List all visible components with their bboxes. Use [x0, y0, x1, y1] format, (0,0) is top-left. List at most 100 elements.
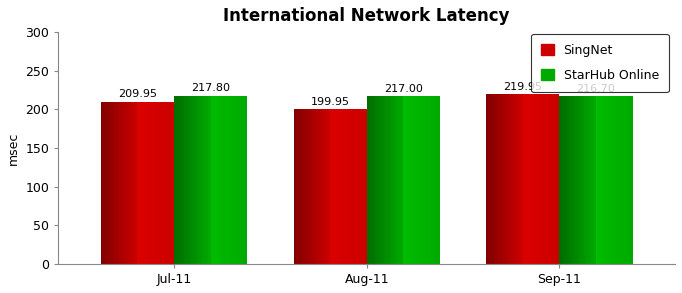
Bar	[432, 96, 435, 264]
Bar	[123, 102, 125, 264]
Bar	[401, 96, 403, 264]
Bar	[191, 96, 194, 264]
Bar	[574, 96, 576, 264]
Bar	[211, 96, 213, 264]
Bar	[394, 96, 396, 264]
Bar	[533, 94, 535, 264]
Bar	[491, 94, 494, 264]
Bar	[130, 102, 132, 264]
Bar	[147, 102, 149, 264]
Bar	[569, 96, 572, 264]
Bar	[435, 96, 438, 264]
Bar	[198, 96, 201, 264]
Bar	[420, 96, 423, 264]
Bar	[537, 94, 540, 264]
Bar	[542, 94, 545, 264]
Bar	[501, 94, 503, 264]
Bar	[313, 109, 316, 264]
Bar	[325, 109, 327, 264]
Bar	[174, 96, 177, 264]
Bar	[374, 96, 376, 264]
Bar	[608, 96, 610, 264]
Bar	[523, 94, 525, 264]
Bar	[128, 102, 130, 264]
Bar	[530, 94, 533, 264]
Bar	[106, 102, 108, 264]
Bar	[145, 102, 147, 264]
Bar	[545, 94, 547, 264]
Text: 217.00: 217.00	[384, 84, 423, 94]
Bar	[372, 96, 374, 264]
Bar	[125, 102, 128, 264]
Bar	[426, 96, 428, 264]
Bar	[403, 96, 406, 264]
Y-axis label: msec: msec	[7, 131, 20, 165]
Bar	[596, 96, 599, 264]
Bar	[488, 94, 491, 264]
Bar	[228, 96, 230, 264]
Bar	[625, 96, 627, 264]
Bar	[347, 109, 350, 264]
Bar	[511, 94, 513, 264]
Bar	[166, 102, 169, 264]
Text: 217.80: 217.80	[191, 83, 230, 93]
Bar	[101, 102, 103, 264]
Bar	[604, 96, 606, 264]
Bar	[359, 109, 362, 264]
Bar	[513, 94, 516, 264]
Title: International Network Latency: International Network Latency	[224, 7, 510, 25]
Bar	[333, 109, 335, 264]
Bar	[216, 96, 218, 264]
Bar	[406, 96, 409, 264]
Bar	[160, 102, 162, 264]
Bar	[323, 109, 325, 264]
Bar	[308, 109, 310, 264]
Bar	[581, 96, 584, 264]
Bar	[557, 94, 559, 264]
Bar	[316, 109, 318, 264]
Bar	[162, 102, 164, 264]
Bar	[384, 96, 386, 264]
Text: 199.95: 199.95	[310, 97, 350, 107]
Bar	[499, 94, 501, 264]
Bar	[391, 96, 394, 264]
Bar	[225, 96, 228, 264]
Bar	[310, 109, 313, 264]
Text: 219.95: 219.95	[503, 82, 542, 92]
Bar	[616, 96, 618, 264]
Bar	[203, 96, 206, 264]
Bar	[110, 102, 113, 264]
Bar	[572, 96, 574, 264]
Bar	[379, 96, 381, 264]
Bar	[630, 96, 633, 264]
Text: 216.70: 216.70	[576, 84, 615, 94]
Bar	[576, 96, 579, 264]
Bar	[115, 102, 118, 264]
Bar	[428, 96, 430, 264]
Bar	[599, 96, 601, 264]
Bar	[518, 94, 520, 264]
Bar	[415, 96, 418, 264]
Bar	[233, 96, 235, 264]
Bar	[183, 96, 186, 264]
Bar	[355, 109, 357, 264]
Bar	[520, 94, 523, 264]
Bar	[149, 102, 152, 264]
Bar	[327, 109, 330, 264]
Bar	[413, 96, 415, 264]
Bar	[194, 96, 196, 264]
Bar	[321, 109, 323, 264]
Bar	[506, 94, 508, 264]
Bar	[299, 109, 301, 264]
Bar	[137, 102, 140, 264]
Bar	[120, 102, 123, 264]
Legend: SingNet, StarHub Online: SingNet, StarHub Online	[531, 34, 669, 92]
Bar	[606, 96, 608, 264]
Bar	[613, 96, 616, 264]
Bar	[623, 96, 625, 264]
Bar	[340, 109, 342, 264]
Bar	[584, 96, 587, 264]
Bar	[306, 109, 308, 264]
Bar	[376, 96, 379, 264]
Bar	[550, 94, 552, 264]
